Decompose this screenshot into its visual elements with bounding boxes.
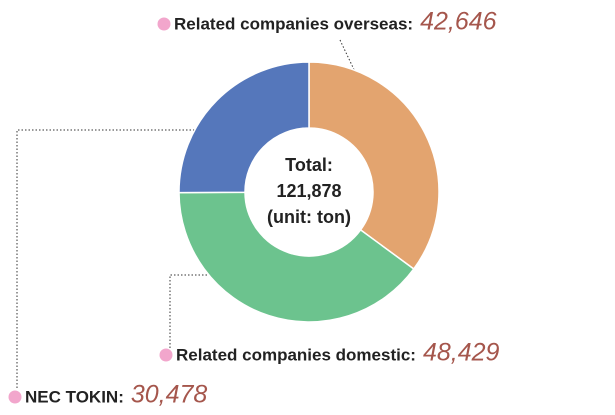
legend-dot — [159, 348, 173, 362]
center-label: (unit: ton) — [267, 207, 351, 227]
legend-dot — [157, 17, 171, 31]
center-label: Total: — [285, 155, 333, 175]
leader-line — [16, 129, 240, 390]
category-label: Related companies domestic: — [176, 345, 416, 364]
value-label: 42,646 — [420, 8, 497, 36]
value-label: 48,429 — [423, 339, 500, 367]
legend-dot — [8, 390, 22, 404]
center-label: 121,878 — [276, 181, 341, 201]
category-label: NEC TOKIN: — [25, 387, 124, 406]
donut-slice — [308, 61, 440, 271]
donut-slice — [178, 191, 415, 323]
value-label: 30,478 — [131, 381, 208, 409]
category-label: Related companies overseas: — [174, 14, 413, 33]
donut-slice — [178, 61, 310, 194]
